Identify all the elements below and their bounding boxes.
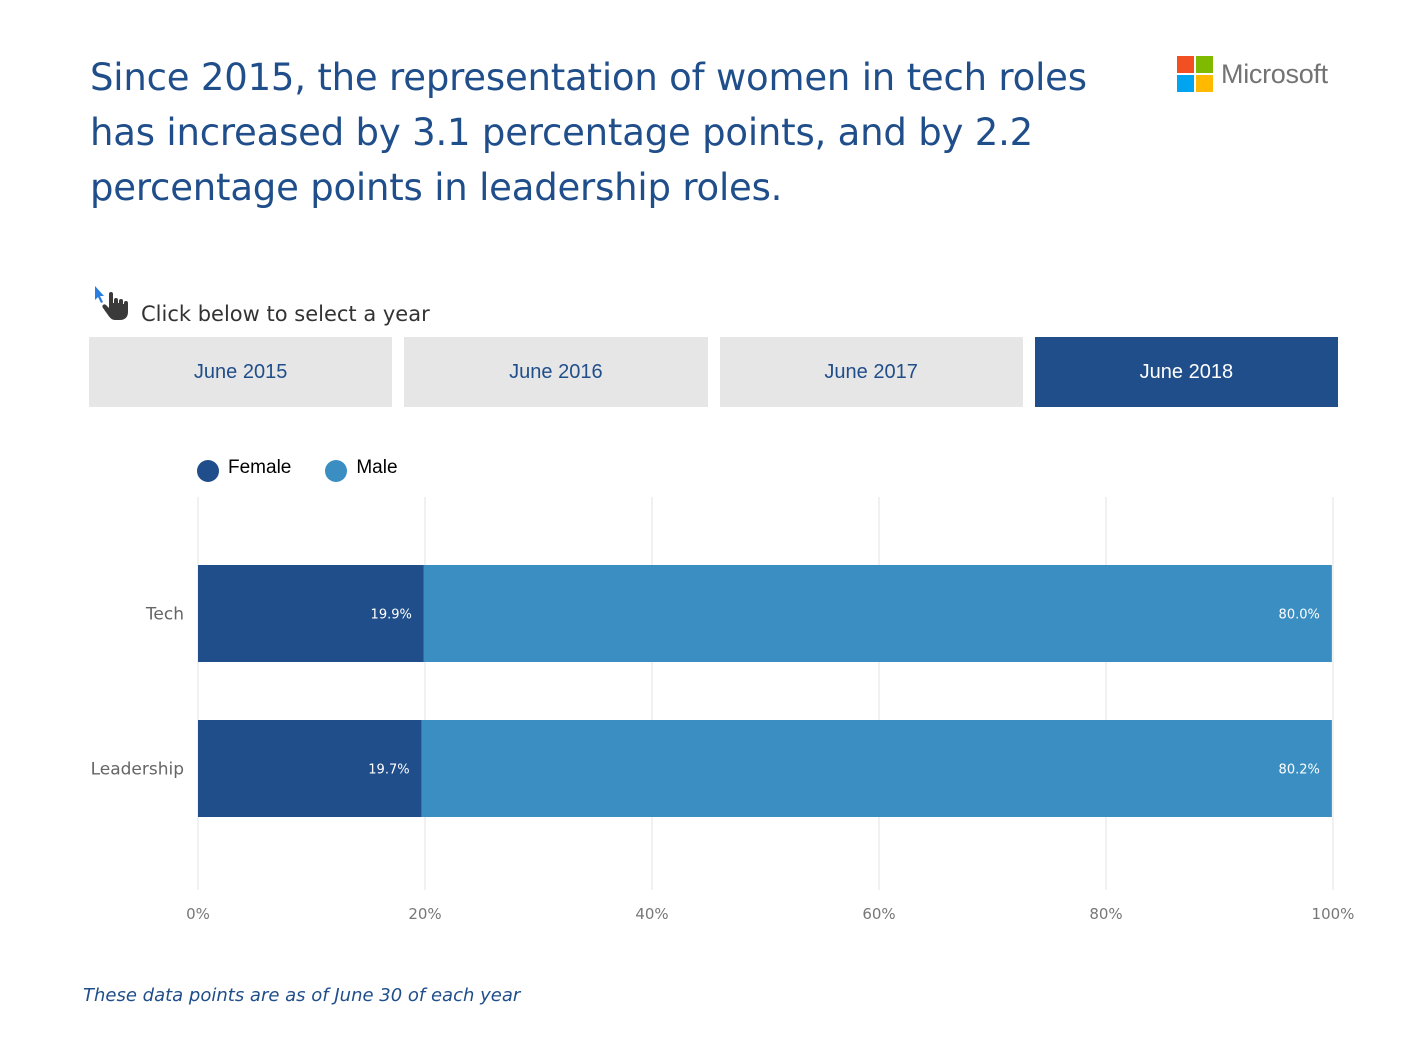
y-category-label: Leadership <box>91 760 184 780</box>
data-label: 80.0% <box>1279 608 1320 623</box>
logo-text: Microsoft <box>1221 58 1328 89</box>
microsoft-logo: Microsoft <box>1177 56 1328 92</box>
tab-june-2016[interactable]: June 2016 <box>404 337 708 407</box>
x-tick-label: 60% <box>862 905 895 923</box>
tab-june-2018[interactable]: June 2018 <box>1034 337 1338 407</box>
select-year-hint: Click below to select a year <box>93 284 430 328</box>
footnote: These data points are as of June 30 of e… <box>83 985 521 1006</box>
tab-june-2015[interactable]: June 2015 <box>89 337 393 407</box>
x-tick-label: 20% <box>408 905 441 923</box>
legend-item-female[interactable]: Female <box>197 454 291 482</box>
bar-male-tech[interactable] <box>423 565 1332 662</box>
legend-label-male: Male <box>356 457 398 478</box>
legend-item-male[interactable]: Male <box>325 454 398 482</box>
bar-female-leadership[interactable] <box>198 720 422 817</box>
logo-square-yellow <box>1196 75 1213 92</box>
hint-text: Click below to select a year <box>141 302 430 326</box>
x-tick-label: 0% <box>186 905 210 923</box>
hand-pointer-icon <box>93 284 133 328</box>
logo-square-green <box>1196 56 1213 73</box>
logo-square-red <box>1177 56 1194 73</box>
microsoft-logo-icon <box>1177 56 1213 92</box>
data-label: 80.2% <box>1279 763 1320 778</box>
x-tick-label: 80% <box>1089 905 1122 923</box>
tab-june-2017[interactable]: June 2017 <box>719 337 1023 407</box>
bar-male-leadership[interactable] <box>421 720 1332 817</box>
data-label: 19.7% <box>368 763 409 778</box>
legend-dot-female <box>197 460 219 482</box>
bar-female-tech[interactable] <box>198 565 424 662</box>
y-category-label: Tech <box>145 605 184 625</box>
data-label: 19.9% <box>371 608 412 623</box>
x-tick-label: 100% <box>1312 905 1355 923</box>
legend-label-female: Female <box>228 457 292 478</box>
legend-dot-male <box>325 460 348 482</box>
logo-square-blue <box>1177 75 1194 92</box>
chart-legend: Female Male <box>197 454 432 482</box>
x-tick-label: 40% <box>635 905 668 923</box>
headline: Since 2015, the representation of women … <box>90 56 1087 209</box>
year-tabs: June 2015 June 2016 June 2017 June 2018 <box>89 337 1338 407</box>
